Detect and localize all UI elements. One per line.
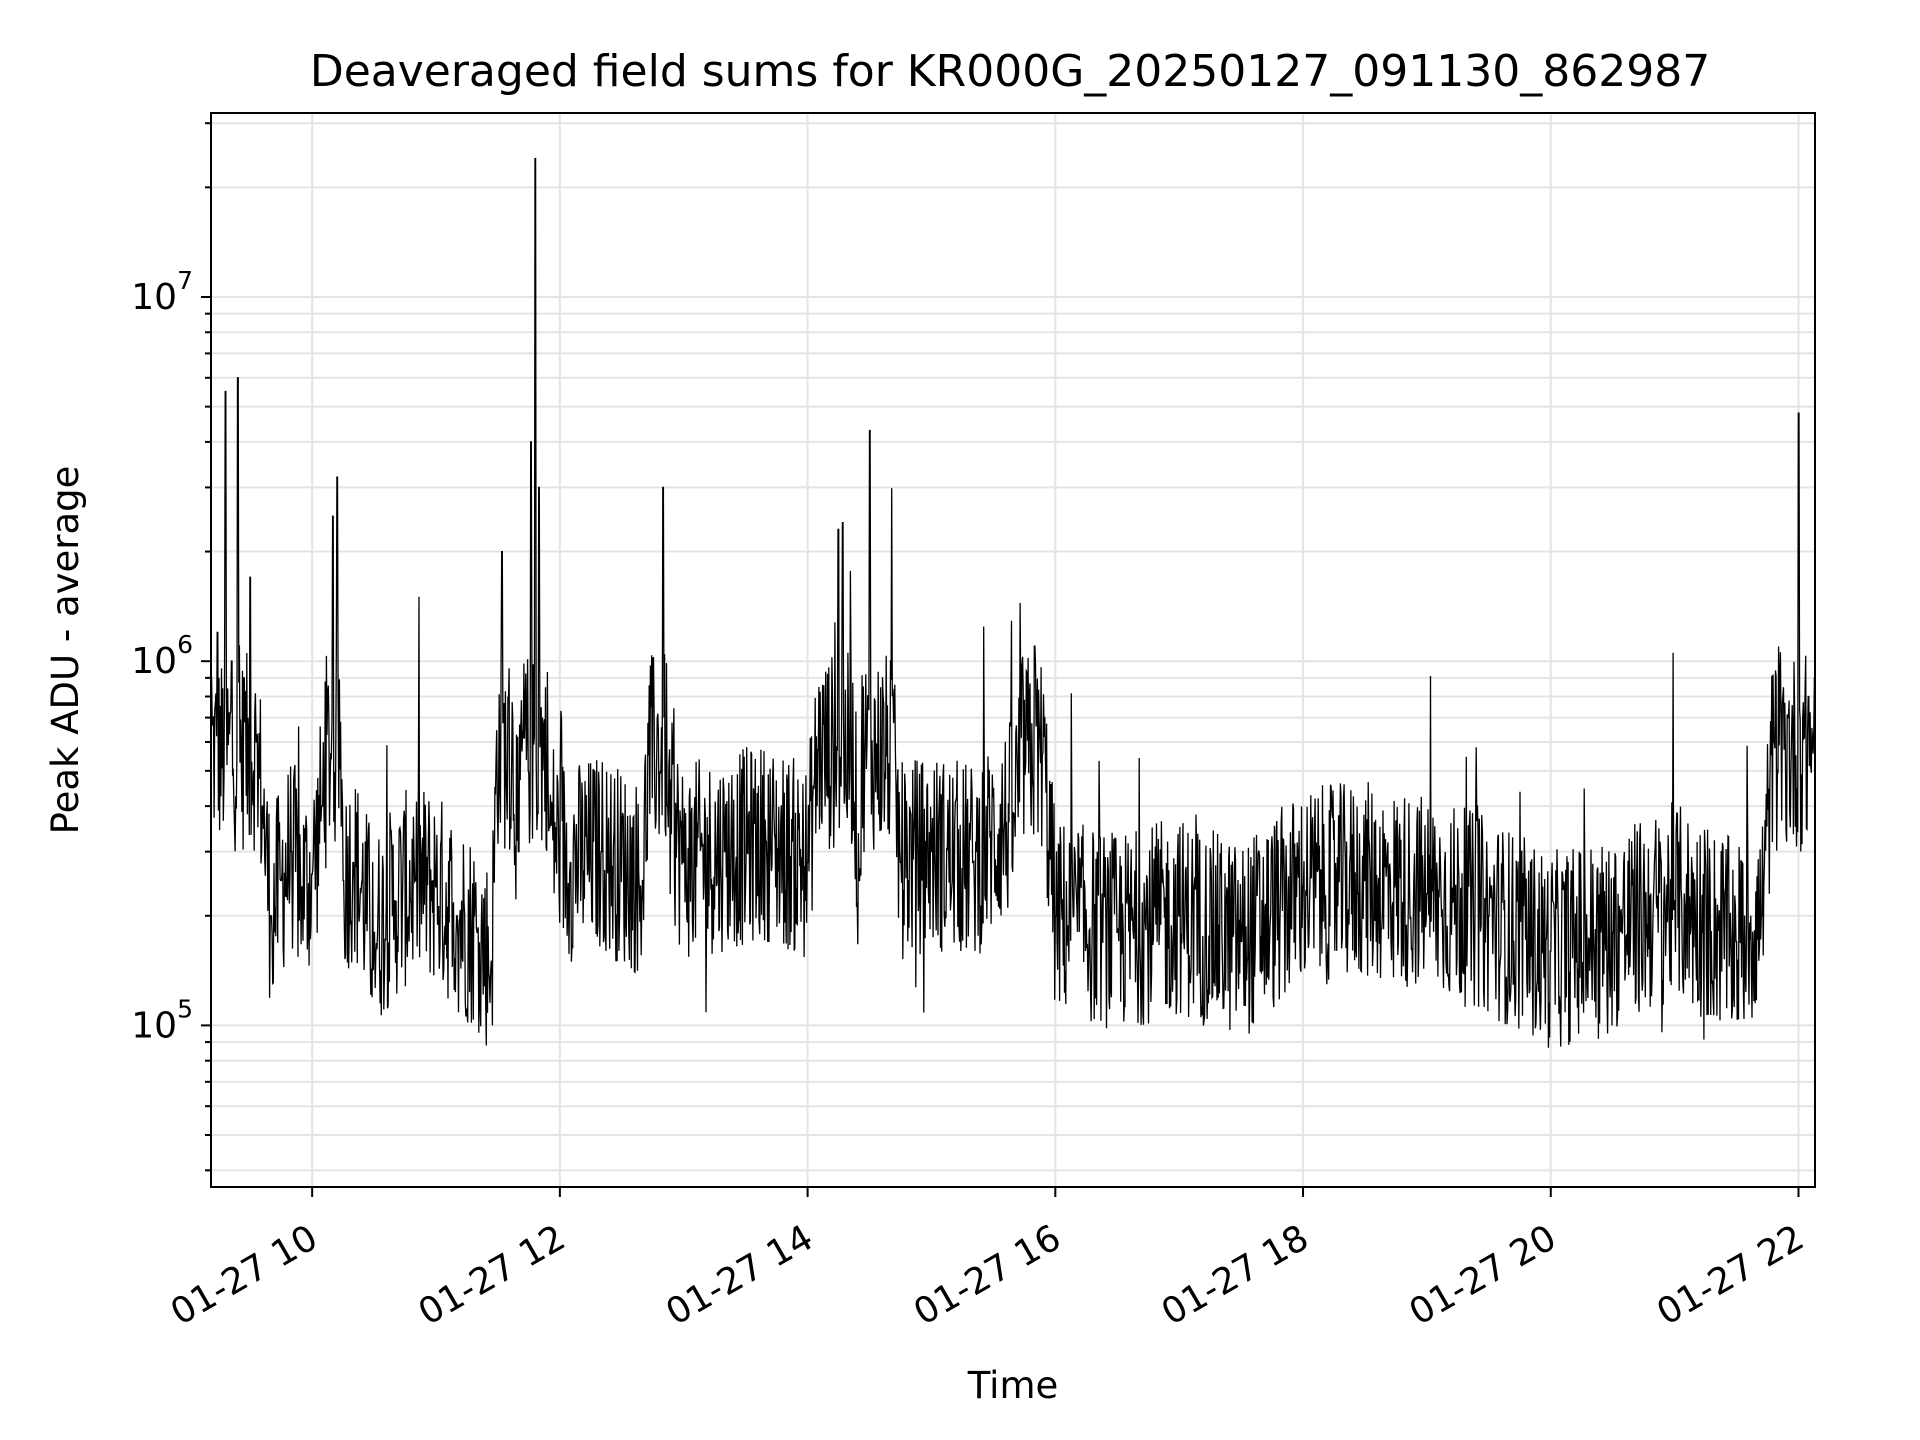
x-axis-label: Time	[967, 1364, 1059, 1407]
series-line	[210, 157, 1816, 1048]
y-tick-label: 105	[131, 994, 193, 1046]
y-tick-exponent: 6	[177, 630, 193, 659]
y-tick-label: 107	[131, 266, 193, 318]
y-tick-exponent: 5	[177, 994, 193, 1023]
y-tick-base: 10	[131, 641, 177, 682]
axes-frame	[210, 112, 1816, 1188]
grid-lines	[211, 113, 1815, 1187]
y-tick-label: 106	[131, 630, 193, 682]
chart-title: Deaveraged field sums for KR000G_2025012…	[310, 46, 1710, 97]
y-tick-base: 10	[131, 277, 177, 318]
plot-area	[210, 157, 1816, 1048]
y-tick-exponent: 7	[177, 266, 193, 295]
y-axis-label: Peak ADU - average	[44, 466, 87, 835]
y-tick-base: 10	[131, 1005, 177, 1046]
